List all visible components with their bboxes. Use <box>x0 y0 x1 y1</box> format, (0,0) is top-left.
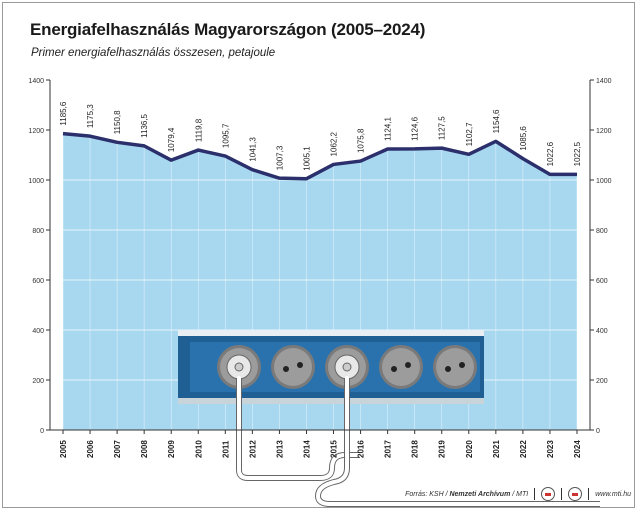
power-strip-illustration <box>178 330 602 507</box>
y-tick-label-left: 1000 <box>28 178 44 185</box>
data-label: 1075,8 <box>357 128 366 153</box>
x-tick-label: 2016 <box>357 440 366 458</box>
y-tick-label-right: 200 <box>596 378 608 385</box>
y-tick-label-right: 400 <box>596 328 608 335</box>
footer-separator <box>561 488 563 500</box>
data-label: 1022,6 <box>546 141 555 166</box>
x-tick-label: 2013 <box>275 440 284 458</box>
data-label: 1175,3 <box>86 104 95 128</box>
data-label: 1124,1 <box>384 117 393 141</box>
data-label: 1150,8 <box>113 110 122 134</box>
x-tick-label: 2009 <box>167 440 176 458</box>
data-label: 1062,2 <box>330 131 339 156</box>
cable <box>237 376 362 480</box>
cable <box>315 376 602 506</box>
footer: Forrás: KSH / Nemzeti Archívum / MTI www… <box>405 487 631 501</box>
x-tick-label: 2006 <box>86 440 95 458</box>
y-tick-label-left: 400 <box>32 328 44 335</box>
plug-center <box>234 362 244 372</box>
source-prefix: Forrás: KSH / <box>405 490 448 498</box>
data-label: 1085,6 <box>519 126 528 151</box>
source-archive: Nemzeti Archívum <box>449 490 511 498</box>
y-tick-label-left: 1200 <box>28 128 44 135</box>
data-label: 1007,3 <box>275 145 284 170</box>
data-label: 1041,3 <box>248 137 257 162</box>
socket-icon <box>436 348 474 386</box>
x-tick-label: 2021 <box>492 440 501 458</box>
socket-hole <box>283 366 289 372</box>
y-tick-label-right: 600 <box>596 278 608 285</box>
y-tick-label-right: 0 <box>596 428 600 435</box>
x-tick-label: 2011 <box>221 440 230 458</box>
x-tick-label: 2014 <box>302 440 311 458</box>
y-tick-label-left: 1400 <box>28 78 44 85</box>
chart-subtitle: Primer energiafelhasználás összesen, pet… <box>31 47 276 59</box>
footer-separator <box>534 488 536 500</box>
data-label: 1154,6 <box>492 109 501 133</box>
y-tick-label-left: 600 <box>32 278 44 285</box>
source-agency: / MTI <box>512 490 529 498</box>
mti-logo-icon <box>541 487 556 501</box>
data-label: 1102,7 <box>465 122 474 146</box>
y-tick-label-right: 1400 <box>596 78 612 85</box>
y-tick-label-right: 800 <box>596 228 608 235</box>
socket-hole <box>405 362 411 368</box>
y-tick-label-right: 1000 <box>596 178 612 185</box>
x-tick-label: 2007 <box>113 440 122 458</box>
x-tick-label: 2005 <box>59 440 68 458</box>
gridlines <box>62 79 578 430</box>
socket-icon <box>382 348 420 386</box>
x-tick-label: 2024 <box>573 440 582 458</box>
data-label: 1127,5 <box>438 116 447 140</box>
data-label: 1079,4 <box>167 127 176 152</box>
series-line-path <box>62 131 578 181</box>
axes: 0 0 200 200 400 400 600 600 800 800 1000 1000 1200 12… <box>28 78 611 458</box>
source-text: Forrás: KSH / Nemzeti Archívum / MTI <box>405 491 528 498</box>
x-tick-label: 2019 <box>438 440 447 458</box>
data-label: 1185,6 <box>59 101 68 125</box>
x-tick-label: 2012 <box>248 440 257 458</box>
x-tick-label: 2010 <box>194 440 203 458</box>
series-line <box>62 131 578 181</box>
data-label: 1119,8 <box>194 118 203 142</box>
footer-url: www.mti.hu <box>595 490 631 498</box>
y-tick-label-left: 0 <box>40 428 44 435</box>
x-tick-label: 2015 <box>330 440 339 458</box>
footer-separator <box>588 488 590 500</box>
socket-hole <box>459 362 465 368</box>
x-tick-label: 2008 <box>140 440 149 458</box>
y-tick-label-right: 1200 <box>596 128 612 135</box>
socket-hole <box>297 362 303 368</box>
strip-bottom-edge <box>178 398 484 404</box>
socket-hole <box>445 366 451 372</box>
data-label: 1005,1 <box>302 146 311 171</box>
socket-icon <box>274 348 312 386</box>
data-label: 1124,6 <box>411 116 420 140</box>
plug-center <box>342 362 352 372</box>
data-label: 1136,5 <box>140 113 149 137</box>
x-tick-label: 2022 <box>519 440 528 458</box>
x-tick-label: 2020 <box>465 440 474 458</box>
x-tick-label: 2017 <box>384 440 393 458</box>
chart-frame <box>2 2 635 508</box>
y-tick-label-left: 200 <box>32 378 44 385</box>
archive-logo-icon <box>568 487 583 501</box>
data-labels: 1185,6 1175,3 1150,8 1136,5 1079,4 1119,8 1095… <box>59 101 582 171</box>
data-label: 1095,7 <box>221 123 230 148</box>
y-tick-label-left: 800 <box>32 228 44 235</box>
chart-title: Energiafelhasználás Magyarországon (2005… <box>30 20 426 39</box>
socket-hole <box>391 366 397 372</box>
strip-top-edge <box>178 330 484 336</box>
data-label: 1022,5 <box>573 141 582 166</box>
x-tick-label: 2018 <box>411 440 420 458</box>
x-tick-label: 2023 <box>546 440 555 458</box>
